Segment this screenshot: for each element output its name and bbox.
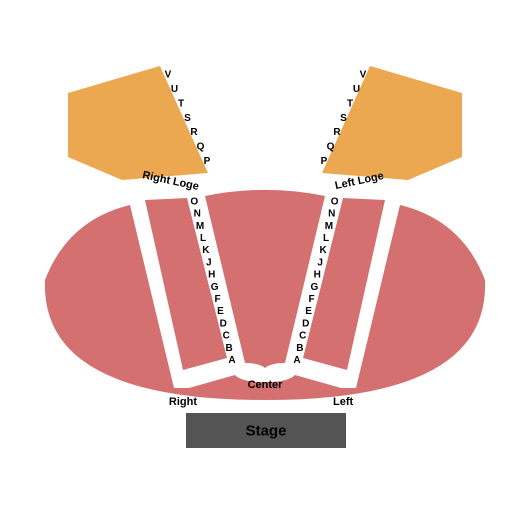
aisle-right-row-E: E bbox=[217, 306, 224, 317]
loge-right-row-V: V bbox=[165, 70, 172, 81]
aisle-right-row-G: G bbox=[211, 282, 219, 293]
stage-label: Stage bbox=[246, 422, 287, 439]
aisle-left-row-K: K bbox=[319, 245, 327, 256]
aisle-right-row-F: F bbox=[214, 294, 220, 305]
loge-right-row-U: U bbox=[171, 84, 178, 95]
loge-left-row-V: V bbox=[360, 70, 367, 81]
loge-right-row-Q: Q bbox=[197, 142, 205, 153]
aisle-left-row-C: C bbox=[299, 331, 306, 342]
loge-right-row-T: T bbox=[178, 98, 184, 109]
aisle-right-row-J: J bbox=[206, 257, 212, 268]
aisle-left-row-G: G bbox=[311, 282, 319, 293]
aisle-left-row-F: F bbox=[308, 294, 314, 305]
label-center: Center bbox=[248, 379, 284, 391]
label-left: Left bbox=[333, 396, 354, 408]
loge-left-row-P: P bbox=[321, 156, 328, 167]
loge-left-row-R: R bbox=[333, 127, 341, 138]
aisle-right-row-H: H bbox=[208, 270, 215, 281]
aisle-right-row-O: O bbox=[190, 196, 198, 207]
aisle-left-row-A: A bbox=[293, 355, 300, 366]
aisle-right-row-M: M bbox=[196, 221, 204, 232]
aisle-right-row-B: B bbox=[225, 343, 232, 354]
aisle-right-row-K: K bbox=[202, 245, 210, 256]
loge-left-row-Q: Q bbox=[327, 142, 335, 153]
aisle-left-row-J: J bbox=[317, 257, 323, 268]
loge-left-row-U: U bbox=[353, 84, 360, 95]
loge-right-row-S: S bbox=[184, 113, 191, 124]
label-right: Right bbox=[169, 396, 197, 408]
aisle-right-row-L: L bbox=[200, 233, 206, 244]
aisle-left-row-B: B bbox=[296, 343, 303, 354]
seating-chart: ABCDEFGHJKLMNOABCDEFGHJKLMNOPQRSTUVPQRST… bbox=[0, 0, 525, 525]
aisle-left-row-O: O bbox=[331, 196, 339, 207]
loge-right-row-R: R bbox=[190, 127, 198, 138]
loge-left-row-S: S bbox=[340, 113, 347, 124]
loge-left-row-T: T bbox=[347, 98, 353, 109]
aisle-left-row-H: H bbox=[314, 270, 321, 281]
loge-right-row-P: P bbox=[204, 156, 211, 167]
aisle-right-row-N: N bbox=[194, 209, 201, 220]
aisle-left-row-L: L bbox=[323, 233, 329, 244]
aisle-left-row-M: M bbox=[325, 221, 333, 232]
aisle-right-row-C: C bbox=[223, 331, 230, 342]
aisle-left-row-N: N bbox=[328, 209, 335, 220]
aisle-right-row-D: D bbox=[220, 318, 227, 329]
aisle-left-row-D: D bbox=[302, 318, 309, 329]
aisle-right-row-A: A bbox=[228, 355, 235, 366]
aisle-left-row-E: E bbox=[305, 306, 312, 317]
seating-svg: ABCDEFGHJKLMNOABCDEFGHJKLMNOPQRSTUVPQRST… bbox=[0, 0, 525, 525]
